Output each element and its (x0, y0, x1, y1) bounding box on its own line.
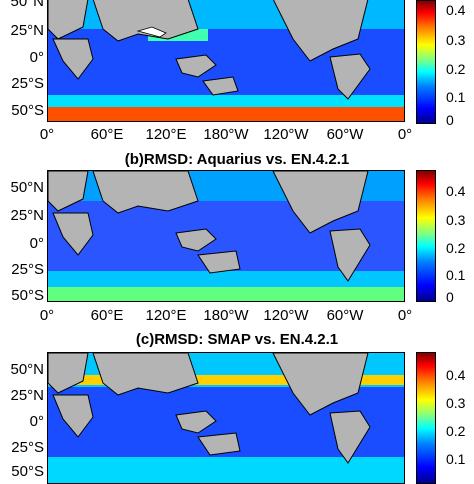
colorbar-c-tick: 0.3 (446, 395, 466, 411)
lon-tick-b: 120°E (145, 307, 187, 324)
lon-tick-a: 120°W (263, 126, 309, 143)
lon-tick-a: 120°E (145, 126, 187, 143)
colorbar-b-tick: 0.2 (446, 240, 466, 256)
colorbar-b-tick: 0 (446, 289, 454, 305)
panel-a: 0.4 0.3 0.2 0.1 0 50°N 25°N 0° 25°S 50°S… (0, 0, 474, 150)
lat-tick-a: 50°S (11, 102, 44, 119)
colorbar-a-tick: 0.1 (446, 89, 466, 105)
lat-tick-c: 50°S (11, 463, 44, 480)
panel-c-title: (c)RMSD: SMAP vs. EN.4.2.1 (135, 331, 339, 348)
lon-tick-b: 180°W (203, 307, 249, 324)
map-c (47, 352, 405, 484)
panel-c: (c)RMSD: SMAP vs. EN.4.2.1 0.4 0.3 0.2 0… (0, 330, 474, 484)
colorbar-b (416, 170, 436, 302)
map-b (47, 170, 405, 302)
colorbar-a-tick: 0.2 (446, 61, 466, 77)
colorbar-c (416, 352, 436, 484)
lon-tick-b: 60°W (326, 307, 364, 324)
lon-tick-b: 60°E (90, 307, 124, 324)
map-a (47, 0, 405, 122)
map-c-field (48, 353, 404, 483)
lon-tick-b: 120°W (263, 307, 309, 324)
lat-tick-b: 50°N (10, 179, 44, 196)
lon-tick-a: 0° (397, 126, 413, 143)
lon-tick-a: 60°W (326, 126, 364, 143)
colorbar-b-tick: 0.3 (446, 212, 466, 228)
lat-tick-b: 25°N (10, 207, 44, 224)
lon-tick-a: 180°W (203, 126, 249, 143)
lat-tick-a: 50°N (10, 0, 44, 10)
lon-tick-a: 60°E (90, 126, 124, 143)
panel-b-title: (b)RMSD: Aquarius vs. EN.4.2.1 (124, 151, 350, 168)
colorbar-c-tick: 0.2 (446, 423, 466, 439)
lat-tick-b: 25°S (11, 261, 44, 278)
map-b-field (48, 171, 404, 301)
colorbar-b-tick: 0.1 (446, 267, 466, 283)
lat-tick-b: 50°S (11, 287, 44, 304)
lat-tick-c: 50°N (10, 361, 44, 378)
lon-tick-a: 0° (39, 126, 55, 143)
colorbar-a-tick: 0.4 (446, 2, 466, 18)
map-a-field (48, 0, 404, 121)
colorbar-a-tick: 0 (446, 112, 454, 128)
lat-tick-a: 25°S (11, 75, 44, 92)
panel-b: (b)RMSD: Aquarius vs. EN.4.2.1 0.4 0.3 0… (0, 150, 474, 330)
lon-tick-b: 0° (39, 307, 55, 324)
lat-tick-c: 25°S (11, 439, 44, 456)
colorbar-a-tick: 0.3 (446, 32, 466, 48)
lat-tick-a: 0° (29, 49, 44, 66)
lat-tick-a: 25°N (10, 22, 44, 39)
lat-tick-c: 0° (29, 413, 44, 430)
lat-tick-c: 25°N (10, 387, 44, 404)
lon-tick-b: 0° (397, 307, 413, 324)
lat-tick-b: 0° (29, 235, 44, 252)
colorbar-b-tick: 0.4 (446, 183, 466, 199)
colorbar-c-tick: 0.1 (446, 451, 466, 467)
colorbar-a (416, 0, 436, 124)
colorbar-c-tick: 0.4 (446, 367, 466, 383)
